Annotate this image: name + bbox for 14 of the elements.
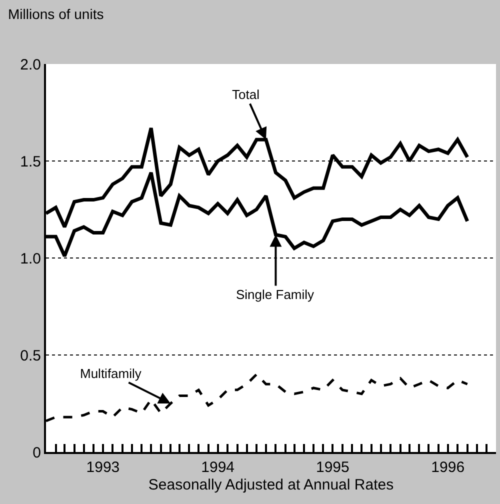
x-tick-label: 1994 [201, 459, 235, 476]
x-axis-title: Seasonally Adjusted at Annual Rates [148, 476, 394, 494]
y-tick-label: 0 [32, 444, 41, 462]
y-tick-label: 1.5 [20, 153, 41, 170]
series-label: Multifamily [80, 366, 142, 381]
text: Total [232, 87, 260, 102]
y-tick-label: 1.0 [20, 250, 41, 268]
x-tick-label: 1995 [316, 459, 350, 476]
text: Single Family [236, 287, 315, 302]
x-tick-label: 1996 [431, 459, 465, 476]
y-tick-label: 2.0 [20, 56, 41, 74]
y-tick-label: 0.5 [20, 347, 41, 364]
x-tick-label: 1993 [86, 459, 120, 476]
y-axis-title: Millions of units [8, 6, 104, 22]
